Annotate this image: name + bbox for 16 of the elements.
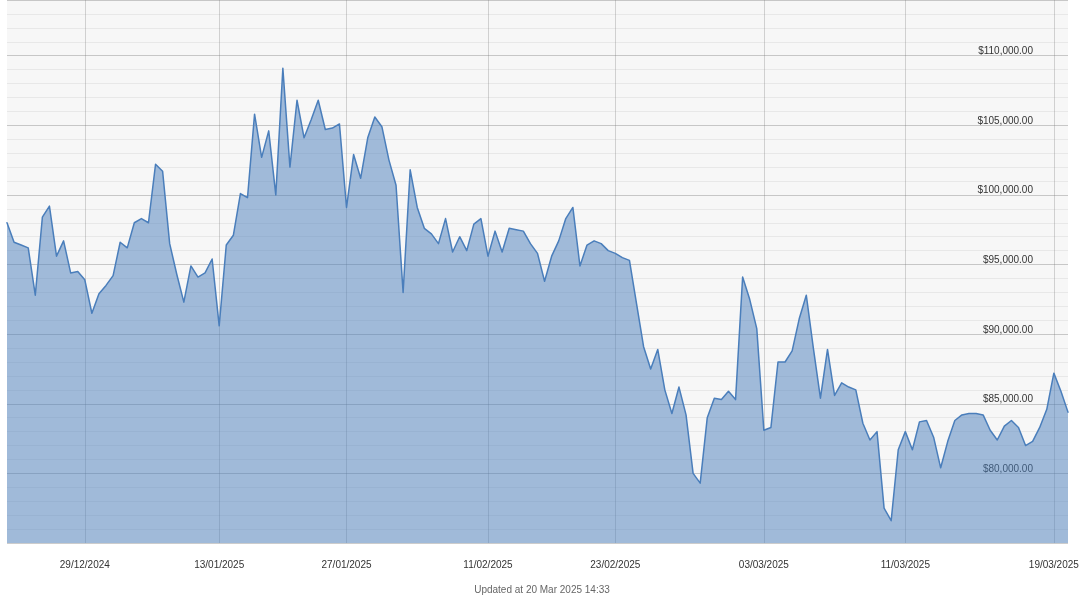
x-tick-label: 11/02/2025: [463, 558, 514, 570]
x-tick-label: 29/12/2024: [59, 558, 111, 570]
x-tick-label: 13/01/2025: [194, 558, 245, 570]
y-tick-label: $80,000.00: [982, 462, 1034, 474]
y-tick-label: $90,000.00: [982, 323, 1034, 335]
x-tick-label: 03/03/2025: [738, 558, 790, 570]
text: Updated at 20 Mar 2025 14:33: [474, 583, 611, 595]
y-tick-label: $110,000.00: [978, 45, 1034, 57]
x-tick-label: 19/03/2025: [1028, 558, 1080, 570]
y-tick-label: $105,000.00: [977, 114, 1034, 126]
x-tick-label: 27/01/2025: [321, 558, 372, 570]
y-tick-label: $100,000.00: [977, 184, 1034, 196]
y-tick-label: $95,000.00: [982, 254, 1034, 266]
x-tick-label: 11/03/2025: [880, 558, 931, 570]
y-tick-label: $85,000.00: [982, 393, 1034, 405]
x-tick-label: 23/02/2025: [590, 558, 641, 570]
